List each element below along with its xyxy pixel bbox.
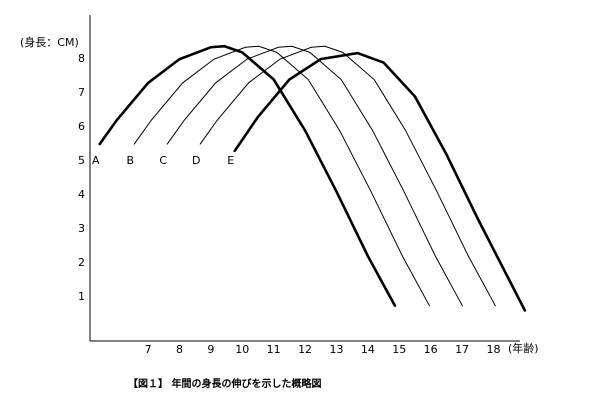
x-tick-label: 13 [329,343,343,356]
y-tick-label: 2 [78,256,85,269]
x-tick-label: 11 [267,343,281,356]
y-tick-label: 7 [78,86,85,99]
legend-label: A [92,154,100,167]
legend-label: E [227,154,234,167]
x-tick-label: 9 [207,343,214,356]
y-tick-label: 4 [78,188,85,201]
legend-label: C [159,154,167,167]
legend-label: D [192,154,200,167]
x-tick-label: 12 [298,343,312,356]
x-tick-label: 17 [455,343,469,356]
x-tick-label: 7 [145,343,152,356]
y-tick-label: 5 [78,154,85,167]
curve [199,45,496,307]
x-tick-label: 16 [424,343,438,356]
caption: 【図１】 年間の身長の伸びを示した概略図 [128,377,321,390]
curve [233,51,527,312]
x-tick-label: 10 [235,343,249,356]
y-tick-label: 8 [78,52,85,65]
x-axis-label: (年齢) [508,341,539,355]
y-tick-label: 1 [78,290,85,303]
legend-label: B [126,154,134,167]
curve [98,44,397,307]
x-tick-label: 18 [486,343,500,356]
x-tick-label: 8 [176,343,183,356]
x-tick-label: 15 [392,343,406,356]
curve [133,45,430,307]
y-axis-label: (身長：CM) [20,35,79,49]
y-tick-label: 3 [78,222,85,235]
x-tick-label: 14 [361,343,375,356]
curve [166,45,463,307]
y-tick-label: 6 [78,120,85,133]
